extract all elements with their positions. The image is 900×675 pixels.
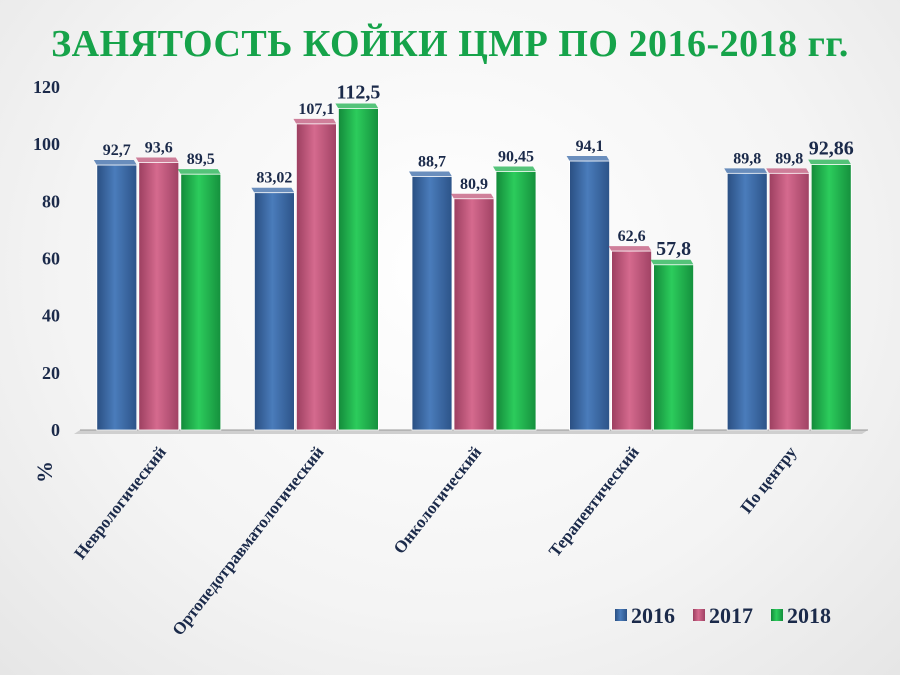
bar-2016-1 — [253, 192, 295, 431]
legend-swatch-2016 — [615, 609, 627, 621]
bar-2017-3 — [611, 250, 652, 431]
legend-label-2017: 2017 — [709, 603, 753, 628]
bar-2016-2 — [411, 176, 453, 431]
y-tick-label: 120 — [33, 77, 60, 97]
legend-label-2018: 2018 — [787, 603, 831, 628]
bar-2016-3 — [569, 160, 610, 431]
bar-top-2016 — [566, 156, 610, 162]
bar-top-2017 — [135, 157, 179, 163]
data-label: 89,8 — [775, 150, 803, 167]
data-label: 80,9 — [460, 176, 488, 193]
bar-2018-0 — [180, 173, 222, 431]
y-tick-label: 80 — [42, 191, 60, 211]
bar-top-2018 — [177, 169, 221, 175]
bar-2017-2 — [453, 198, 495, 431]
data-label: 90,45 — [498, 148, 534, 165]
data-label: 89,8 — [733, 150, 761, 167]
bar-top-2018 — [335, 103, 379, 109]
plot-area: 0 20 40 60 80 100 120% 92,7 93,6 89,5 Неврологичес… — [32, 77, 868, 639]
y-tick-label: 0 — [51, 420, 60, 440]
y-tick-label: 40 — [42, 306, 60, 326]
data-label: 94,1 — [576, 138, 604, 155]
bar-2016-4 — [726, 172, 768, 431]
y-tick-label: 60 — [42, 249, 60, 269]
bar-2018-3 — [653, 264, 694, 431]
data-label: 57,8 — [656, 238, 691, 260]
bar-2017-0 — [138, 162, 180, 431]
data-label: 93,6 — [145, 139, 173, 156]
y-tick-label: 100 — [33, 134, 60, 154]
bar-top-2018 — [650, 259, 694, 265]
data-label: 83,02 — [256, 170, 292, 187]
category-label: По центру — [736, 442, 800, 517]
y-tick-label: 20 — [42, 363, 60, 383]
bar-top-2016 — [93, 160, 137, 166]
data-label: 62,6 — [618, 228, 646, 245]
bar-2018-2 — [495, 171, 537, 431]
data-label: 89,5 — [187, 151, 215, 168]
bar-top-2016 — [251, 187, 295, 193]
legend-swatch-2017 — [693, 609, 705, 621]
bar-top-2018 — [808, 159, 852, 165]
data-label: 112,5 — [336, 81, 380, 103]
data-label: 92,7 — [103, 142, 131, 159]
bar-top-2017 — [293, 118, 337, 124]
bar-top-2016 — [724, 168, 768, 174]
category-label: Ортопедотравматологический — [168, 443, 327, 639]
data-label: 107,1 — [298, 101, 334, 118]
category-label: Онкологический — [390, 443, 486, 558]
chart-floor — [74, 430, 868, 434]
bar-2016-0 — [96, 164, 138, 431]
category-label: Неврологический — [70, 443, 170, 563]
bar-top-2018 — [493, 166, 536, 172]
bar-2018-1 — [337, 108, 379, 431]
bar-top-2017 — [451, 193, 494, 199]
chart-title: ЗАНЯТОСТЬ КОЙКИ ЦМР ПО 2016-2018 гг. — [51, 23, 849, 65]
data-label: 88,7 — [418, 153, 446, 170]
category-label: Терапевтический — [545, 443, 643, 561]
bar-top-2017 — [766, 168, 810, 174]
y-axis-label: % — [32, 461, 57, 483]
bar-top-2016 — [409, 171, 452, 177]
legend-label-2016: 2016 — [631, 603, 675, 628]
bar-2017-1 — [295, 123, 337, 431]
legend-swatch-2018 — [771, 609, 783, 621]
bar-top-2017 — [608, 246, 652, 252]
bar-2018-4 — [810, 164, 852, 431]
data-label: 92,86 — [809, 138, 854, 160]
bar-2017-4 — [768, 172, 810, 431]
